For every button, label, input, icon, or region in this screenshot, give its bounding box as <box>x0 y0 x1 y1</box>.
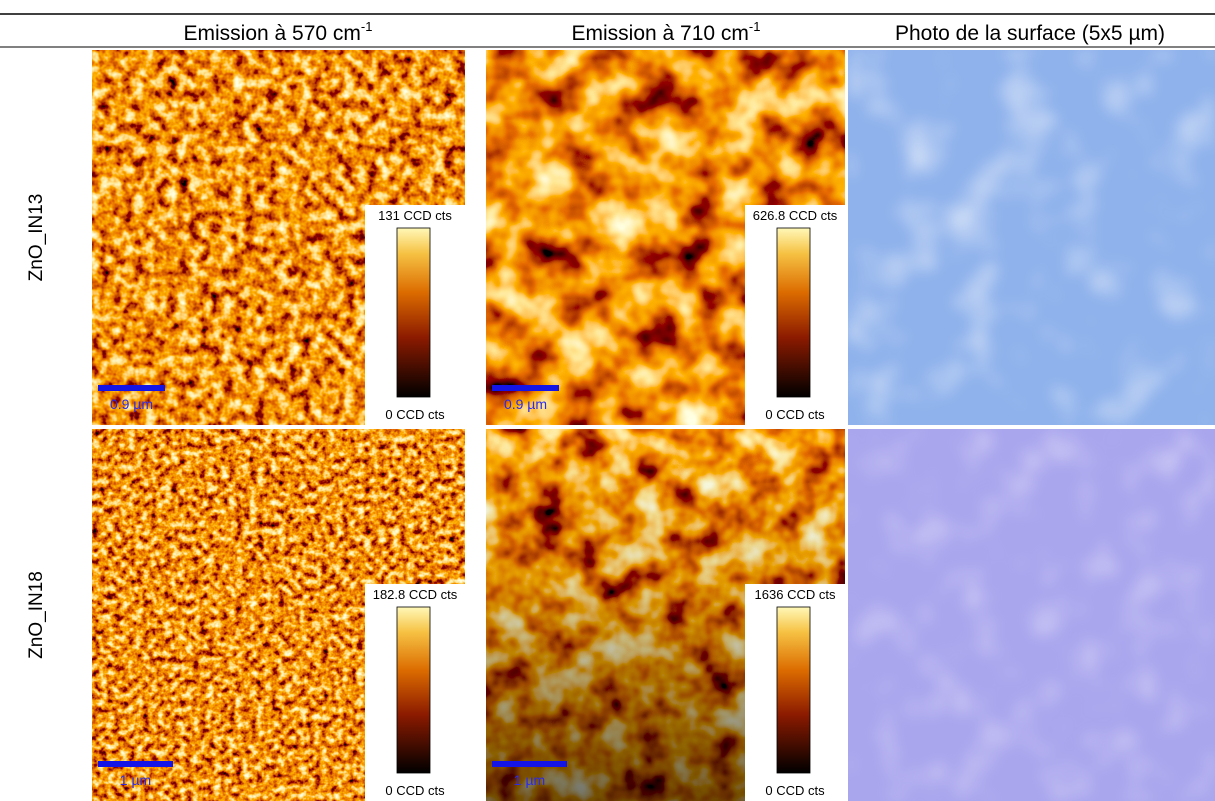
scale-label: 1 µm <box>120 772 151 788</box>
scale-label: 0.9 µm <box>504 396 547 412</box>
colorbar <box>396 606 431 774</box>
scale-bar <box>98 761 173 767</box>
scale-bar <box>98 385 165 391</box>
header-text: Emission à 710 cm <box>572 22 749 45</box>
colorbar-max: 1636 CCD cts <box>755 587 836 602</box>
row-label: ZnO_IN18 <box>26 571 47 659</box>
scale-bar <box>492 761 567 767</box>
scale-label: 1 µm <box>514 772 545 788</box>
surface-highlights <box>848 50 1215 425</box>
colorbar-min: 0 CCD cts <box>765 783 825 798</box>
scale-bar <box>492 385 559 391</box>
colorbar-min: 0 CCD cts <box>385 783 445 798</box>
colorbar-min: 0 CCD cts <box>385 407 445 422</box>
superscript: -1 <box>749 19 761 34</box>
header-text: Photo de la surface (5x5 µm) <box>895 22 1165 45</box>
colorbar-max: 182.8 CCD cts <box>373 587 458 602</box>
colorbar <box>396 227 431 398</box>
header-text: Emission à 570 cm <box>184 22 361 45</box>
colorbar-min: 0 CCD cts <box>765 407 825 422</box>
column-header: Emission à 570 cm-1 <box>184 19 373 45</box>
superscript: -1 <box>361 19 373 34</box>
scale-label: 0.9 µm <box>110 396 153 412</box>
colorbar <box>776 227 811 398</box>
colorbar <box>776 606 811 774</box>
row-label: ZnO_IN13 <box>26 194 47 282</box>
colorbar-max: 626.8 CCD cts <box>753 208 838 223</box>
colorbar-max: 131 CCD cts <box>378 208 452 223</box>
surface-highlights <box>848 429 1215 801</box>
column-header: Photo de la surface (5x5 µm) <box>895 22 1165 45</box>
column-header: Emission à 710 cm-1 <box>572 19 761 45</box>
